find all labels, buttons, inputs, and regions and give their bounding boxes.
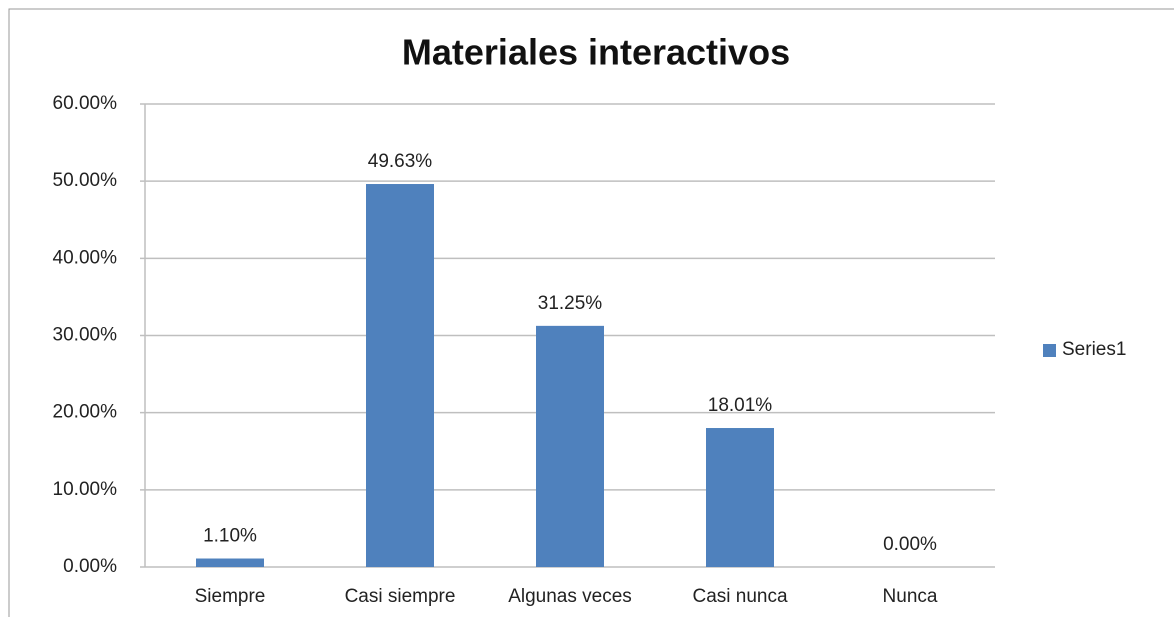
legend-swatch <box>1043 344 1056 357</box>
y-tick-label: 50.00% <box>53 170 118 191</box>
data-label: 31.25% <box>538 293 603 314</box>
x-tick-label: Siempre <box>195 586 266 607</box>
bar <box>366 184 434 567</box>
x-tick-label: Casi nunca <box>692 586 787 607</box>
data-label: 0.00% <box>883 534 937 555</box>
y-tick-label: 40.00% <box>53 247 118 268</box>
chart-border <box>8 8 1174 617</box>
data-label: 18.01% <box>708 395 773 416</box>
x-tick-label: Nunca <box>883 586 938 607</box>
bar <box>706 428 774 567</box>
bar <box>536 325 604 567</box>
y-tick-label: 30.00% <box>53 325 118 346</box>
legend-label: Series1 <box>1062 339 1126 360</box>
bar <box>196 558 264 567</box>
y-tick-label: 60.00% <box>53 93 118 114</box>
y-tick-label: 0.00% <box>63 556 117 577</box>
y-tick-label: 20.00% <box>53 402 118 423</box>
data-label: 49.63% <box>368 151 433 172</box>
x-tick-label: Algunas veces <box>508 586 632 607</box>
data-label: 1.10% <box>203 526 257 547</box>
y-tick-label: 10.00% <box>53 479 118 500</box>
x-tick-label: Casi siempre <box>345 586 456 607</box>
chart-title: Materiales interactivos <box>402 32 790 73</box>
